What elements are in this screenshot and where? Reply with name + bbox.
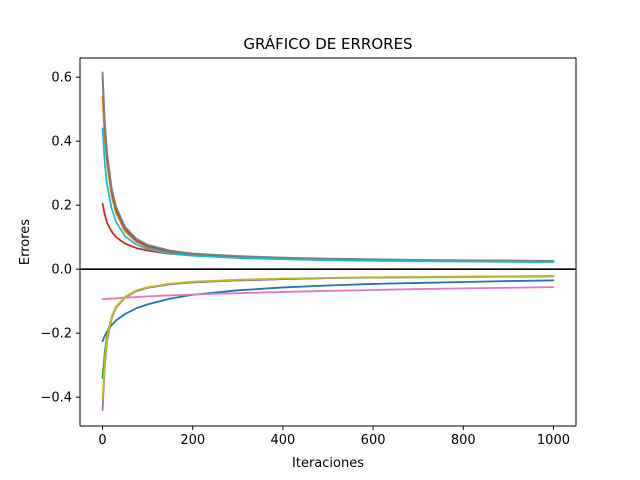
- x-tick-label: 200: [180, 433, 205, 448]
- x-tick-label: 1000: [537, 433, 570, 448]
- series-line-10: [101, 127, 555, 264]
- y-tick-label: −0.2: [40, 327, 72, 342]
- series-line-9: [101, 275, 555, 402]
- series-line-7: [101, 286, 555, 301]
- series-line-8: [101, 71, 555, 262]
- x-axis-label: Iteraciones: [292, 456, 364, 471]
- x-axis-ticks: 0 200 400 600 800 1000: [98, 426, 570, 448]
- x-tick-label: 800: [451, 433, 476, 448]
- x-tick-label: 400: [270, 433, 295, 448]
- plot-frame: [79, 57, 577, 427]
- x-tick-label: 0: [98, 433, 106, 448]
- chart-title: GRÁFICO DE ERRORES: [243, 34, 412, 53]
- y-axis-label: Errores: [18, 219, 33, 265]
- y-tick-label: 0.0: [51, 263, 72, 278]
- y-tick-label: 0.4: [51, 135, 72, 150]
- series-group: [101, 71, 555, 411]
- y-axis-ticks: −0.4 −0.2 0.0 0.2 0.4 0.6: [40, 71, 80, 406]
- y-tick-label: 0.6: [51, 71, 72, 86]
- x-tick-label: 600: [361, 433, 386, 448]
- y-tick-label: 0.2: [51, 199, 72, 214]
- y-tick-label: −0.4: [40, 391, 72, 406]
